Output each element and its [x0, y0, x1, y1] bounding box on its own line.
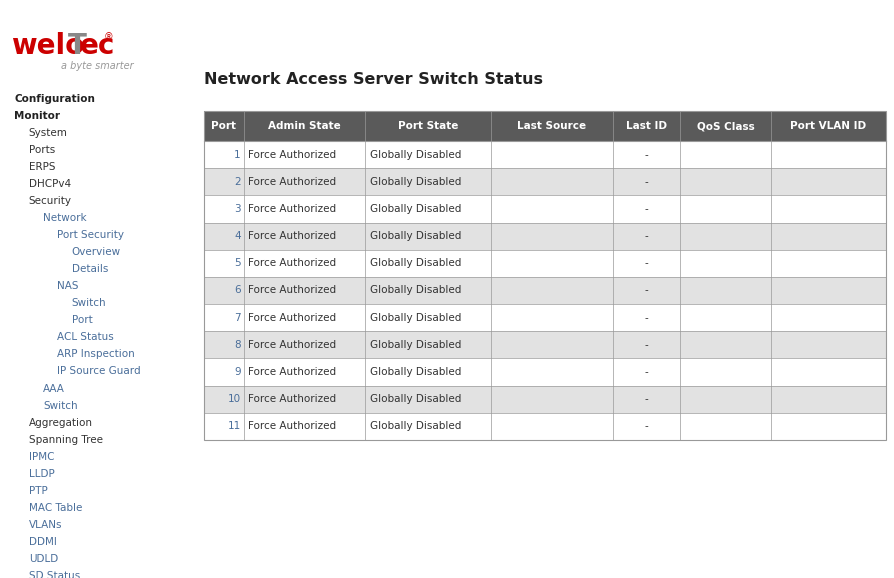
Bar — [204, 111, 885, 141]
Bar — [204, 111, 885, 440]
Text: ACL Status: ACL Status — [57, 332, 114, 342]
Text: Globally Disabled: Globally Disabled — [369, 367, 460, 377]
Text: Globally Disabled: Globally Disabled — [369, 258, 460, 268]
Text: -: - — [644, 258, 647, 268]
Text: DHCPv4: DHCPv4 — [29, 179, 71, 189]
Text: SD Status: SD Status — [29, 571, 80, 578]
Text: Port State: Port State — [398, 121, 458, 131]
Text: System: System — [29, 128, 67, 138]
Text: Port: Port — [211, 121, 236, 131]
Text: Spanning Tree: Spanning Tree — [29, 435, 103, 444]
Text: Configuration: Configuration — [14, 94, 95, 103]
Text: Globally Disabled: Globally Disabled — [369, 394, 460, 404]
Text: Port: Port — [72, 315, 92, 325]
Text: 7: 7 — [234, 313, 240, 323]
Text: Globally Disabled: Globally Disabled — [369, 231, 460, 241]
Text: 9: 9 — [234, 367, 240, 377]
Text: T: T — [68, 32, 87, 60]
Text: -: - — [644, 231, 647, 241]
Text: 2: 2 — [234, 177, 240, 187]
Bar — [204, 413, 885, 440]
Text: Admin State: Admin State — [268, 121, 341, 131]
Text: ®: ® — [104, 32, 114, 42]
Text: PTP: PTP — [29, 486, 47, 496]
Text: Force Authorized: Force Authorized — [248, 286, 336, 295]
Text: Monitor: Monitor — [14, 111, 60, 121]
Text: Network: Network — [43, 213, 87, 223]
Text: 10: 10 — [228, 394, 240, 404]
Text: Switch: Switch — [43, 401, 78, 410]
Text: -: - — [644, 367, 647, 377]
Text: Details: Details — [72, 264, 108, 274]
Text: Globally Disabled: Globally Disabled — [369, 204, 460, 214]
Text: Globally Disabled: Globally Disabled — [369, 150, 460, 160]
Text: IPMC: IPMC — [29, 451, 54, 462]
Text: QoS Class: QoS Class — [696, 121, 754, 131]
Text: Force Authorized: Force Authorized — [248, 204, 336, 214]
Text: IP Source Guard: IP Source Guard — [57, 366, 140, 376]
Text: Force Authorized: Force Authorized — [248, 258, 336, 268]
Text: ERPS: ERPS — [29, 162, 55, 172]
Text: Force Authorized: Force Authorized — [248, 231, 336, 241]
Text: Globally Disabled: Globally Disabled — [369, 177, 460, 187]
Text: NAS: NAS — [57, 281, 79, 291]
Text: 4: 4 — [234, 231, 240, 241]
Bar — [204, 386, 885, 413]
Text: VLANs: VLANs — [29, 520, 62, 530]
Text: -: - — [644, 421, 647, 431]
Text: 1: 1 — [234, 150, 240, 160]
Text: Globally Disabled: Globally Disabled — [369, 286, 460, 295]
Text: DDMI: DDMI — [29, 537, 56, 547]
Text: -: - — [644, 394, 647, 404]
Text: a byte smarter: a byte smarter — [61, 61, 133, 71]
Text: MAC Table: MAC Table — [29, 503, 82, 513]
Text: 3: 3 — [234, 204, 240, 214]
Text: Force Authorized: Force Authorized — [248, 421, 336, 431]
Bar — [204, 195, 885, 223]
Bar — [204, 141, 885, 168]
Text: AAA: AAA — [43, 383, 64, 394]
Text: Last Source: Last Source — [517, 121, 586, 131]
Text: Force Authorized: Force Authorized — [248, 340, 336, 350]
Text: UDLD: UDLD — [29, 554, 58, 564]
Bar — [204, 223, 885, 250]
Text: -: - — [644, 177, 647, 187]
Text: Force Authorized: Force Authorized — [248, 313, 336, 323]
Text: 5: 5 — [234, 258, 240, 268]
Text: Force Authorized: Force Authorized — [248, 394, 336, 404]
Text: Overview: Overview — [72, 247, 121, 257]
Text: Network Access Server Switch Status: Network Access Server Switch Status — [204, 72, 543, 87]
Text: Globally Disabled: Globally Disabled — [369, 421, 460, 431]
Text: 8: 8 — [234, 340, 240, 350]
Text: Globally Disabled: Globally Disabled — [369, 340, 460, 350]
Text: ec: ec — [80, 32, 115, 60]
Text: Last ID: Last ID — [625, 121, 666, 131]
Text: Aggregation: Aggregation — [29, 417, 93, 428]
Bar — [204, 304, 885, 331]
Text: Force Authorized: Force Authorized — [248, 150, 336, 160]
Text: Force Authorized: Force Authorized — [248, 177, 336, 187]
Bar — [204, 331, 885, 358]
Text: Port Security: Port Security — [57, 230, 124, 240]
Text: -: - — [644, 204, 647, 214]
Bar — [204, 358, 885, 386]
Bar — [204, 168, 885, 195]
Text: -: - — [644, 150, 647, 160]
Text: Security: Security — [29, 196, 72, 206]
Text: ARP Inspection: ARP Inspection — [57, 349, 135, 360]
Text: Force Authorized: Force Authorized — [248, 367, 336, 377]
Bar — [204, 277, 885, 304]
Text: Globally Disabled: Globally Disabled — [369, 313, 460, 323]
Text: 11: 11 — [227, 421, 240, 431]
Bar — [204, 250, 885, 277]
Text: -: - — [644, 286, 647, 295]
Text: Switch: Switch — [72, 298, 106, 308]
Text: LLDP: LLDP — [29, 469, 55, 479]
Text: 6: 6 — [234, 286, 240, 295]
Text: -: - — [644, 313, 647, 323]
Text: Port VLAN ID: Port VLAN ID — [789, 121, 865, 131]
Text: Ports: Ports — [29, 144, 55, 155]
Text: welo: welo — [11, 32, 84, 60]
Text: -: - — [644, 340, 647, 350]
